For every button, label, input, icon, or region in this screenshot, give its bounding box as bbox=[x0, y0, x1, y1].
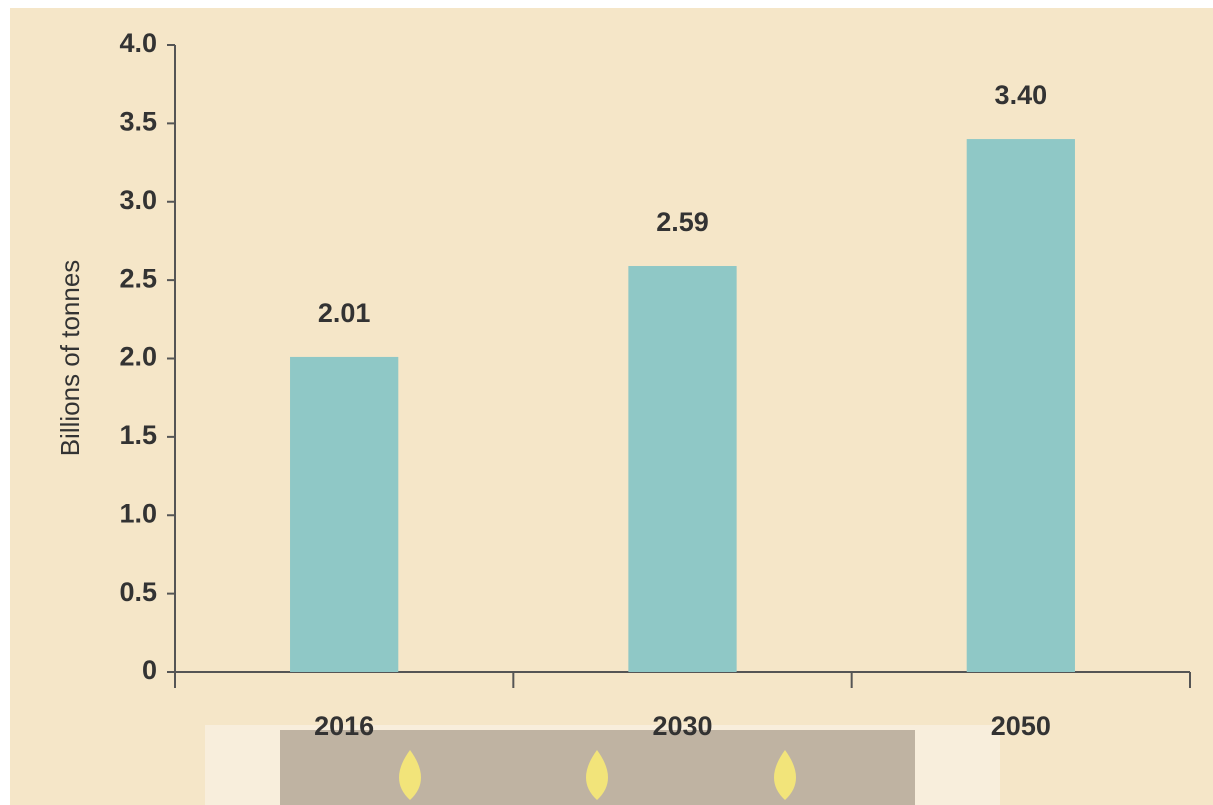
value-label: 2.59 bbox=[656, 207, 709, 237]
value-label: 3.40 bbox=[995, 80, 1048, 110]
bar bbox=[966, 139, 1075, 673]
watermark-shape bbox=[399, 750, 421, 800]
y-tick-label: 3.5 bbox=[119, 107, 157, 137]
y-tick-label: 3.0 bbox=[119, 185, 157, 215]
value-label: 2.01 bbox=[318, 298, 371, 328]
x-tick-label: 2050 bbox=[991, 711, 1051, 741]
x-tick-label: 2016 bbox=[314, 711, 374, 741]
y-tick-label: 1.5 bbox=[119, 420, 157, 450]
bar bbox=[290, 356, 399, 672]
watermark-shape bbox=[774, 750, 796, 800]
y-tick-label: 0.5 bbox=[119, 577, 157, 607]
y-tick-label: 0 bbox=[142, 655, 157, 685]
y-tick-label: 4.0 bbox=[119, 28, 157, 58]
y-tick-label: 2.0 bbox=[119, 342, 157, 372]
watermark-shape bbox=[586, 750, 608, 800]
watermark bbox=[205, 725, 1000, 805]
x-tick-label: 2030 bbox=[652, 711, 712, 741]
y-tick-label: 2.5 bbox=[119, 263, 157, 293]
bar bbox=[628, 266, 737, 672]
y-tick-label: 1.0 bbox=[119, 498, 157, 528]
y-axis-label: Billions of tonnes bbox=[55, 260, 85, 457]
